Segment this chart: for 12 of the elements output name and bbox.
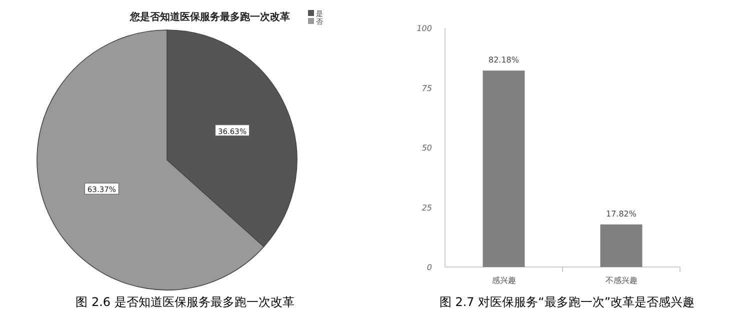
data-label: 17.82% bbox=[606, 209, 637, 218]
y-tick-label: 100 bbox=[416, 24, 432, 33]
y-tick-label: 0 bbox=[426, 263, 432, 272]
data-label: 82.18% bbox=[488, 56, 520, 65]
chart-title: 您是否知道医保服务最多跑一次改革 bbox=[129, 11, 290, 23]
x-tick-label: 感兴趣 bbox=[492, 276, 516, 285]
y-tick-label: 50 bbox=[422, 144, 432, 152]
caption: 图 2.7 对医保服务“最多跑一次”改革是否感兴趣 bbox=[439, 295, 695, 309]
y-tick-label: 75 bbox=[422, 84, 432, 93]
caption: 图 2.6 是否知道医保服务最多跑一次改革 bbox=[76, 295, 294, 309]
x-tick-label: 不感兴趣 bbox=[605, 276, 638, 285]
y-tick-label: 25 bbox=[422, 203, 432, 212]
